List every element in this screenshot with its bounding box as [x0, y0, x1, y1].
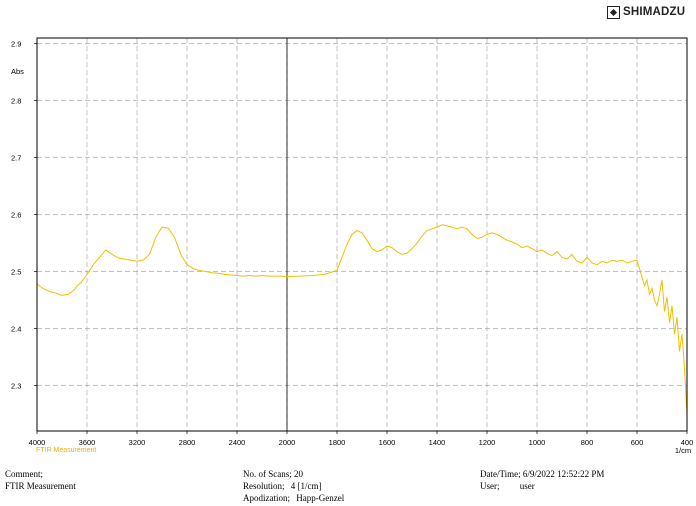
y-tick-label: 2.8 — [11, 97, 21, 106]
x-tick-label: 800 — [581, 438, 594, 447]
user-label: User; — [480, 481, 500, 491]
series-label-ftir-measurement: FTIR Measurement — [36, 447, 96, 454]
comment-value: FTIR Measurement — [5, 481, 76, 491]
x-tick-label: 400 — [681, 438, 694, 447]
grid-lines — [37, 38, 687, 431]
apodization-value: Happ-Genzel — [296, 493, 345, 503]
x-tick-label: 600 — [631, 438, 644, 447]
x-tick-label: 2800 — [179, 438, 196, 447]
session-info-block: Date/Time; 6/9/2022 12:52:22 PM User; us… — [480, 468, 604, 492]
x-tick-label: 3200 — [129, 438, 146, 447]
resolution-label: Resolution; — [243, 481, 285, 491]
scan-info-block: No. of Scans; 20 Resolution; 4 [1/cm] Ap… — [243, 468, 344, 504]
y-tick-label: 2.4 — [11, 324, 21, 333]
scans-value: 20 — [294, 469, 303, 479]
scans-label: No. of Scans; — [243, 469, 292, 479]
logo-text: SHIMADZU — [623, 6, 686, 18]
resolution-row: Resolution; 4 [1/cm] — [243, 480, 344, 492]
series-line-ftir-measurement — [36, 224, 688, 414]
shimadzu-logo: SHIMADZU — [607, 4, 685, 20]
y-tick-label: 2.9 — [11, 40, 21, 49]
x-tick-label: 2000 — [279, 438, 296, 447]
datetime-value: 6/9/2022 12:52:22 PM — [522, 469, 605, 479]
y-tick-label: 2.3 — [11, 381, 21, 390]
x-tick-label: 1000 — [529, 438, 546, 447]
shimadzu-logo-icon — [607, 5, 620, 19]
scans-row: No. of Scans; 20 — [243, 468, 344, 480]
x-tick-label: 4000 — [29, 438, 46, 447]
x-tick-labels: 4000 3600 3200 2800 2400 2000 1800 1600 1400 1200… — [29, 431, 694, 447]
x-tick-label: 1400 — [429, 438, 446, 447]
resolution-value: 4 [1/cm] — [290, 481, 322, 491]
comment-label: Comment; — [5, 469, 43, 479]
y-axis-label: Abs — [11, 67, 24, 76]
datetime-label: Date/Time; — [480, 469, 521, 479]
x-tick-label: 1200 — [479, 438, 496, 447]
user-value: user — [519, 481, 535, 491]
x-tick-label: 2400 — [229, 438, 246, 447]
plot-area — [37, 38, 687, 431]
x-axis-label: 1/cm — [675, 446, 691, 455]
y-tick-label: 2.5 — [11, 268, 21, 277]
apodization-label: Apodization; — [243, 493, 290, 503]
ftir-spectrum-chart: 2.3 2.4 2.5 2.6 2.7 2.8 2.9 4000 3600 3200 2800 24… — [11, 37, 694, 455]
y-tick-label: 2.6 — [11, 211, 21, 220]
plot-frame — [36, 37, 688, 432]
x-tick-label: 1800 — [329, 438, 346, 447]
user-row: User; user — [480, 480, 604, 492]
y-tick-labels: 2.3 2.4 2.5 2.6 2.7 2.8 2.9 — [11, 40, 37, 390]
x-tick-label: 3600 — [79, 438, 96, 447]
x-tick-label: 1600 — [379, 438, 396, 447]
datetime-row: Date/Time; 6/9/2022 12:52:22 PM — [480, 468, 604, 480]
apodization-row: Apodization; Happ-Genzel — [243, 492, 344, 504]
y-tick-label: 2.7 — [11, 154, 21, 163]
comment-block: Comment; FTIR Measurement — [5, 468, 76, 492]
